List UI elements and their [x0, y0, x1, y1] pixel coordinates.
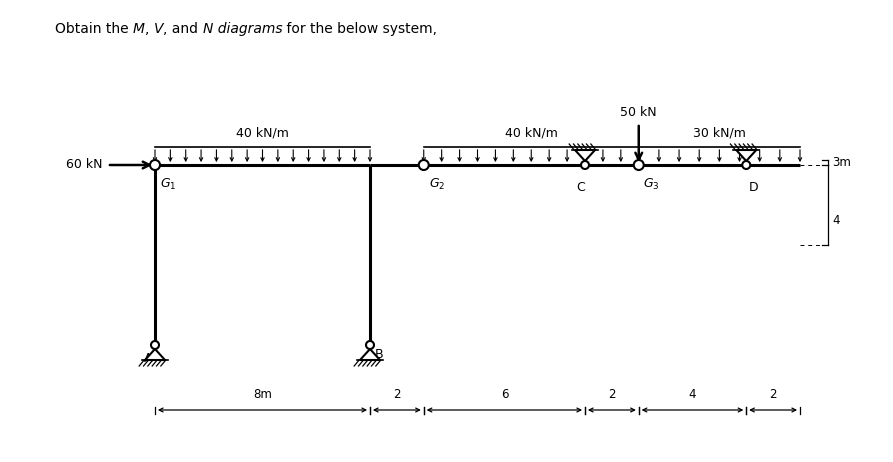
- Text: C: C: [577, 181, 586, 194]
- Circle shape: [419, 160, 429, 170]
- Text: 2: 2: [608, 388, 615, 401]
- Text: 3m: 3m: [832, 156, 851, 169]
- Text: , and: , and: [163, 22, 203, 36]
- Circle shape: [150, 160, 160, 170]
- Text: 2: 2: [393, 388, 401, 401]
- Text: 40 kN/m: 40 kN/m: [505, 127, 558, 140]
- Text: 50 kN: 50 kN: [621, 106, 657, 119]
- Text: for the below system,: for the below system,: [282, 22, 438, 36]
- Circle shape: [151, 341, 159, 349]
- Polygon shape: [145, 349, 165, 360]
- Text: 60 kN: 60 kN: [66, 158, 103, 171]
- Circle shape: [634, 160, 644, 170]
- Text: 4: 4: [832, 213, 839, 226]
- Text: D: D: [749, 181, 759, 194]
- Text: N diagrams: N diagrams: [203, 22, 282, 36]
- Circle shape: [742, 161, 750, 169]
- Text: ,: ,: [145, 22, 154, 36]
- Text: Obtain the: Obtain the: [55, 22, 133, 36]
- Text: A: A: [144, 353, 152, 365]
- Text: $G_1$: $G_1$: [160, 177, 177, 192]
- Text: M: M: [133, 22, 145, 36]
- Circle shape: [366, 341, 374, 349]
- Text: $G_2$: $G_2$: [429, 177, 445, 192]
- Polygon shape: [736, 150, 756, 161]
- Polygon shape: [360, 349, 380, 360]
- Text: 2: 2: [770, 388, 777, 401]
- Text: B: B: [375, 348, 384, 361]
- Polygon shape: [575, 150, 595, 161]
- Circle shape: [581, 161, 589, 169]
- Text: 6: 6: [501, 388, 508, 401]
- Text: V: V: [154, 22, 163, 36]
- Text: 8m: 8m: [253, 388, 272, 401]
- Text: $G_3$: $G_3$: [643, 177, 659, 192]
- Text: 30 kN/m: 30 kN/m: [693, 127, 746, 140]
- Text: 40 kN/m: 40 kN/m: [236, 127, 289, 140]
- Text: 4: 4: [689, 388, 697, 401]
